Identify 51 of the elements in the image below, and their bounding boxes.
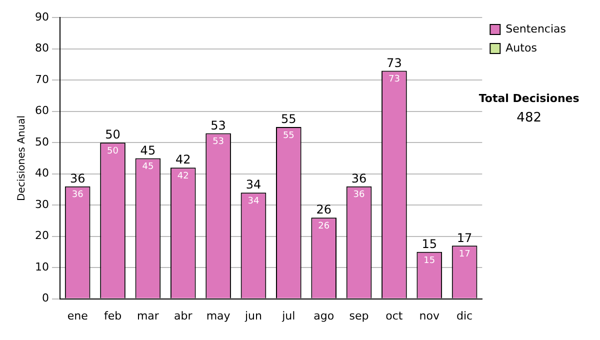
data-label: 55 <box>282 130 294 141</box>
y-tick-label: 20 <box>34 229 49 242</box>
y-axis-title: Decisiones Anual <box>16 115 28 201</box>
data-label: 50 <box>107 146 119 156</box>
data-label: 34 <box>248 196 260 206</box>
x-tick-label: mar <box>136 309 160 322</box>
x-tick-label: dic <box>456 309 473 322</box>
total-label: 53 <box>210 118 226 132</box>
x-tick-label: feb <box>104 309 122 322</box>
data-label: 17 <box>458 250 470 260</box>
legend-label: Autos <box>506 41 538 54</box>
total-label: 34 <box>246 178 262 192</box>
total-label: 36 <box>351 171 367 186</box>
y-tick-label: 10 <box>34 260 49 274</box>
x-tick-label: nov <box>419 309 440 322</box>
x-tick-label: oct <box>386 309 404 322</box>
data-label: 73 <box>388 74 400 85</box>
y-tick-label: 80 <box>34 42 49 55</box>
total-label: 73 <box>386 56 402 70</box>
y-tick-label: 50 <box>34 135 49 148</box>
total-label: 26 <box>316 202 332 217</box>
total-label: 42 <box>175 152 191 167</box>
data-label: 26 <box>318 221 330 232</box>
x-tick-label: ene <box>67 309 88 322</box>
data-label: 42 <box>177 171 189 182</box>
y-tick-label: 90 <box>34 10 49 24</box>
data-label: 53 <box>212 137 224 148</box>
total-label: 50 <box>105 128 120 142</box>
x-tick-label: sep <box>349 309 369 322</box>
total-label: 15 <box>422 237 438 252</box>
data-label: 36 <box>353 190 366 200</box>
y-tick-label: 60 <box>34 104 49 118</box>
data-label: 15 <box>424 256 436 266</box>
total-label: 17 <box>456 230 472 245</box>
x-tick-label: ago <box>314 309 334 322</box>
y-tick-label: 70 <box>34 72 49 86</box>
total-label: 55 <box>281 112 296 126</box>
total-label: 36 <box>70 171 86 186</box>
legend-label: Sentencias <box>506 22 566 36</box>
y-tick-label: 30 <box>34 198 49 211</box>
text: 482 <box>516 110 542 126</box>
x-tick-label: jun <box>244 309 262 322</box>
data-label: 45 <box>142 162 154 172</box>
x-tick-label: jul <box>281 309 296 322</box>
y-tick-label: 40 <box>34 166 49 180</box>
data-label: 36 <box>72 190 84 200</box>
total-label: 45 <box>140 143 156 158</box>
x-tick-label: abr <box>174 309 193 322</box>
x-tick-label: may <box>206 309 231 322</box>
annotation: Total Decisiones <box>478 92 580 105</box>
y-tick-label: 0 <box>42 292 49 305</box>
